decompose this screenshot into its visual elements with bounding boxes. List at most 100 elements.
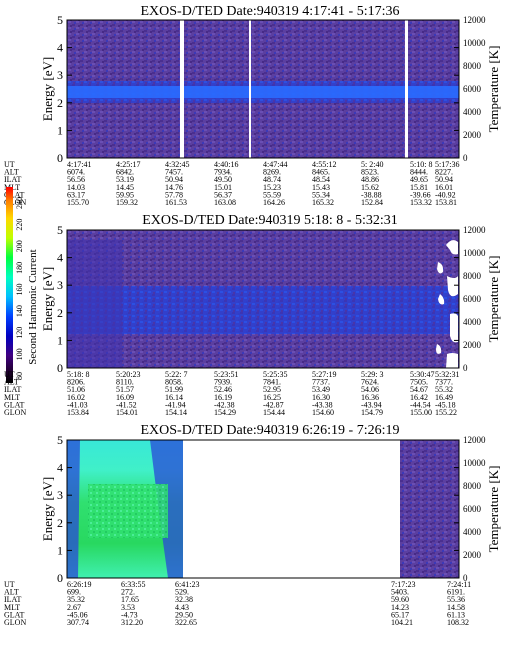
ytick-label: 0 bbox=[57, 571, 63, 585]
panel-3: EXOS-D/TED Date:940319 6:26:19 - 7:26:19… bbox=[4, 423, 501, 627]
colorbar-ticks: 80 100 120 140 160 180 200 220 240 bbox=[15, 197, 24, 380]
y2tick-label: 12000 bbox=[463, 435, 486, 445]
orbit-row-value: 8269. bbox=[263, 168, 281, 177]
orbit-row-value: 53.19 bbox=[116, 175, 134, 184]
orbit-row-value: 16.02 bbox=[67, 393, 85, 402]
panel-3-plot-frame bbox=[66, 439, 460, 579]
ytick-label: 5 bbox=[57, 13, 63, 27]
orbit-row-value: 51.06 bbox=[67, 385, 85, 394]
panel-3-title: EXOS-D/TED Date:940319 6:26:19 - 7:26:19 bbox=[141, 423, 400, 438]
colorbar: 80 100 120 140 160 180 200 220 240 Second Harmon… bbox=[6, 187, 39, 383]
orbit-row-value: 155.00 bbox=[410, 408, 432, 417]
orbit-row-value: 59.95 bbox=[116, 190, 134, 199]
orbit-row-value: -42.38 bbox=[214, 400, 235, 409]
orbit-row-value: 699. bbox=[67, 588, 81, 597]
panel-2-white-dropout bbox=[436, 240, 458, 368]
orbit-row-value: -42.87 bbox=[263, 400, 284, 409]
orbit-row-label: UT bbox=[4, 370, 15, 379]
y2tick-label: 4000 bbox=[463, 107, 482, 117]
orbit-row-value: 54.06 bbox=[361, 385, 379, 394]
orbit-row-value: 14.23 bbox=[391, 603, 409, 612]
orbit-row-value: 5403. bbox=[391, 588, 409, 597]
orbit-row-value: 153.81 bbox=[435, 198, 457, 207]
orbit-row-label: ALT bbox=[4, 378, 19, 387]
orbit-row-value: 312.20 bbox=[121, 618, 143, 627]
orbit-row-value: 154.79 bbox=[361, 408, 383, 417]
orbit-row-value: 32.38 bbox=[175, 595, 193, 604]
orbit-row-value: 155.22 bbox=[435, 408, 457, 417]
orbit-row-value: 50.94 bbox=[165, 175, 183, 184]
orbit-row-value: 7457. bbox=[165, 168, 183, 177]
orbit-row-value: 56.37 bbox=[214, 190, 232, 199]
orbit-row-value: 5:22: 7 bbox=[165, 370, 187, 379]
orbit-row-label: GLAT bbox=[4, 400, 25, 409]
orbit-row-value: 3.53 bbox=[121, 603, 135, 612]
orbit-row-label: GLON bbox=[4, 408, 26, 417]
colorbar-tick-label: 200 bbox=[15, 240, 24, 252]
orbit-row-value: 15.43 bbox=[312, 183, 330, 192]
ytick-label: 5 bbox=[57, 223, 63, 237]
orbit-row-value: 7377. bbox=[435, 378, 453, 387]
y2tick-label: 8000 bbox=[463, 61, 482, 71]
orbit-row-value: -44.54 bbox=[410, 400, 431, 409]
orbit-row-value: 154.14 bbox=[165, 408, 187, 417]
orbit-row-value: 15.23 bbox=[263, 183, 281, 192]
orbit-row-label: ILAT bbox=[4, 175, 21, 184]
orbit-row-value: 8110. bbox=[116, 378, 134, 387]
orbit-row-value: 6:26:19 bbox=[67, 580, 91, 589]
orbit-row-value: 50.94 bbox=[435, 175, 453, 184]
orbit-row-label: GLON bbox=[4, 198, 26, 207]
orbit-row-value: 8058. bbox=[165, 378, 183, 387]
orbit-row-value: 55.36 bbox=[447, 595, 465, 604]
panel-3-data-block-1-green bbox=[88, 484, 168, 538]
orbit-row-value: 29.50 bbox=[175, 610, 193, 619]
orbit-row-value: 6191. bbox=[447, 588, 465, 597]
orbit-row-value: -38.88 bbox=[361, 190, 382, 199]
y2tick-label: 0 bbox=[463, 363, 468, 373]
orbit-row-label: MLT bbox=[4, 393, 20, 402]
orbit-row-label: ALT bbox=[4, 168, 19, 177]
orbit-row-value: -45.18 bbox=[435, 400, 456, 409]
ytick-label: 2 bbox=[57, 516, 63, 530]
orbit-row-value: 155.70 bbox=[67, 198, 89, 207]
orbit-row-value: 6:41:23 bbox=[175, 580, 199, 589]
orbit-row-value: 104.21 bbox=[391, 618, 413, 627]
orbit-row-value: 15.01 bbox=[214, 183, 232, 192]
colorbar-tick-label: 220 bbox=[15, 219, 24, 231]
y2tick-label: 10000 bbox=[463, 38, 486, 48]
orbit-row-value: 48.74 bbox=[263, 175, 281, 184]
panel-1-orbit-table: UT 4:17:41 4:25:17 4:32:45 4:40:16 4:47:44 4:5… bbox=[4, 160, 459, 207]
orbit-row-label: GLAT bbox=[4, 610, 25, 619]
ytick-label: 3 bbox=[57, 488, 63, 502]
orbit-row-value: 51.99 bbox=[165, 385, 183, 394]
panel-1-y2label: Temperature [K] bbox=[486, 46, 501, 133]
panel-2-y2ticks: 0 2000 4000 6000 8000 10000 12000 bbox=[463, 225, 486, 373]
orbit-row-value: -39.66 bbox=[410, 190, 431, 199]
orbit-row-value: 108.32 bbox=[447, 618, 469, 627]
orbit-row-value: 65.17 bbox=[391, 610, 409, 619]
orbit-row-value: 272. bbox=[121, 588, 135, 597]
orbit-row-value: 8444. bbox=[410, 168, 428, 177]
orbit-row-value: 55.59 bbox=[263, 190, 281, 199]
orbit-row-value: 35.32 bbox=[67, 595, 85, 604]
orbit-row-value: 14.45 bbox=[116, 183, 134, 192]
y2tick-label: 4000 bbox=[463, 317, 482, 327]
ytick-label: 1 bbox=[57, 333, 63, 347]
y2tick-label: 6000 bbox=[463, 504, 482, 514]
orbit-row-value: -43.94 bbox=[361, 400, 382, 409]
panel-2-yticks: 0 1 2 3 4 5 bbox=[57, 223, 459, 375]
orbit-row-value: 2.67 bbox=[67, 603, 81, 612]
panel-1-title: EXOS-D/TED Date:940319 4:17:41 - 5:17:36 bbox=[141, 4, 400, 19]
orbit-row-value: 16.49 bbox=[435, 393, 453, 402]
orbit-row-label: GLON bbox=[4, 618, 26, 627]
panel-1-ylabel: Energy [eV] bbox=[40, 57, 55, 121]
orbit-row-label: MLT bbox=[4, 603, 20, 612]
panel-2-energy-band-left bbox=[67, 240, 122, 368]
panel-3-ylabel: Energy [eV] bbox=[40, 477, 55, 541]
orbit-row-value: 153.84 bbox=[67, 408, 89, 417]
orbit-row-value: 4:55:12 bbox=[312, 160, 336, 169]
orbit-row-value: 56.56 bbox=[67, 175, 85, 184]
colorbar-gradient bbox=[6, 187, 13, 383]
ytick-label: 4 bbox=[57, 251, 63, 265]
orbit-row-value: -41.52 bbox=[116, 400, 137, 409]
